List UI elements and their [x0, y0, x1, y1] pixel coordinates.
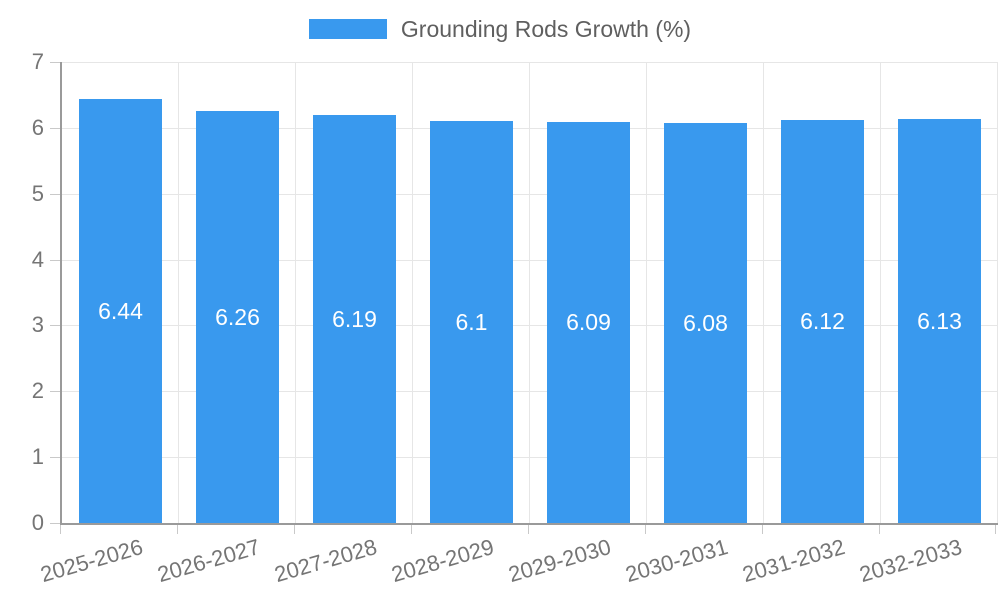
bar-value-label: 6.09 [566, 309, 611, 336]
bar-2029-2030[interactable]: 6.09 [547, 121, 630, 523]
y-axis-tick-label: 3 [31, 312, 44, 338]
legend-item[interactable]: Grounding Rods Growth (%) [308, 16, 692, 42]
gridline-horizontal [62, 457, 998, 459]
gridline-vertical [178, 62, 179, 523]
x-axis-tick [995, 525, 996, 534]
y-axis-tick [50, 325, 60, 327]
y-axis-tick [50, 193, 60, 195]
bar-2027-2028[interactable]: 6.19 [313, 115, 396, 523]
bar-2030-2031[interactable]: 6.08 [664, 122, 747, 523]
plot-area: 6.44 6.26 6.19 6.1 6.09 6.08 6.12 6.13 [60, 62, 998, 525]
gridline-vertical [997, 62, 998, 523]
y-axis-tick [50, 523, 60, 524]
y-axis-tick-label: 7 [31, 49, 44, 74]
x-axis-tick [411, 525, 412, 534]
gridline-vertical [412, 62, 413, 523]
bar-value-label: 6.44 [98, 297, 143, 324]
gridline-horizontal [62, 325, 998, 327]
y-axis-tick-label: 0 [31, 510, 44, 535]
y-axis-tick-label: 6 [31, 114, 44, 140]
chart-legend: Grounding Rods Growth (%) [0, 16, 1000, 42]
y-axis-tick [50, 457, 60, 459]
bar-value-label: 6.13 [917, 308, 962, 335]
x-axis-tick [177, 525, 178, 534]
bar-2028-2029[interactable]: 6.1 [430, 121, 513, 523]
x-axis-tick [762, 525, 763, 534]
gridline-vertical [880, 62, 881, 523]
gridline-horizontal [62, 193, 998, 195]
bar-value-label: 6.19 [332, 306, 377, 333]
bar-value-label: 6.12 [800, 308, 845, 335]
bar-2025-2026[interactable]: 6.44 [79, 98, 162, 523]
gridline-horizontal [62, 391, 998, 393]
y-axis-tick [50, 259, 60, 261]
y-axis-tick-label: 1 [31, 444, 44, 470]
bar-2031-2032[interactable]: 6.12 [781, 119, 864, 523]
legend-label: Grounding Rods Growth (%) [400, 16, 692, 42]
x-axis-tick [294, 525, 295, 534]
y-axis-tick [50, 391, 60, 393]
gridline-vertical [295, 62, 296, 523]
y-axis-tick-label: 5 [31, 180, 44, 206]
bar-value-label: 6.08 [683, 309, 728, 336]
bar-2032-2033[interactable]: 6.13 [898, 119, 981, 523]
y-axis-tick [50, 62, 60, 63]
gridline-vertical [646, 62, 647, 523]
gridline-horizontal [62, 259, 998, 261]
legend-color-swatch [308, 19, 387, 39]
x-axis-tick [645, 525, 646, 534]
gridline-vertical [529, 62, 530, 523]
bar-2026-2027[interactable]: 6.26 [196, 110, 279, 523]
gridline-horizontal [62, 62, 998, 63]
x-axis-tick [879, 525, 880, 534]
bar-value-label: 6.1 [455, 309, 488, 336]
y-axis-tick-label: 4 [31, 246, 44, 272]
gridline-vertical [763, 62, 764, 523]
x-axis-tick [528, 525, 529, 534]
bar-value-label: 6.26 [215, 303, 260, 330]
x-axis-tick [60, 525, 61, 534]
y-axis-tick [50, 127, 60, 129]
y-axis-tick-label: 2 [31, 378, 44, 404]
gridline-horizontal [62, 127, 998, 129]
